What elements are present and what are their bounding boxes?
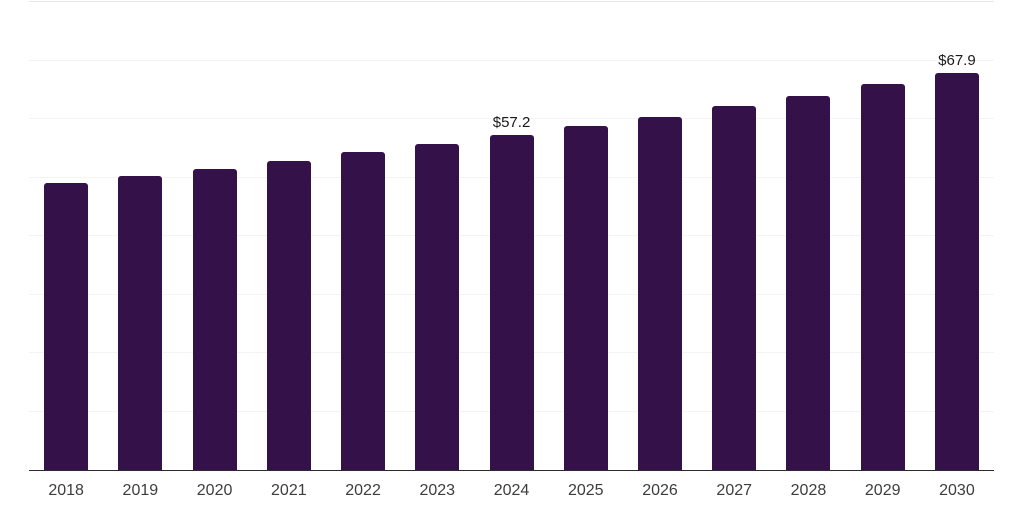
bar-slot: [697, 2, 771, 470]
x-axis-label: 2026: [642, 482, 678, 499]
bar: [266, 160, 311, 470]
bar-slot: [326, 2, 400, 470]
bar-slot: [400, 2, 474, 470]
bar-value-label: $67.9: [938, 51, 976, 69]
bar-slot: [29, 2, 103, 470]
x-axis-label: 2020: [196, 482, 233, 499]
bar-slot: [549, 2, 623, 470]
gridline: [29, 118, 994, 119]
bar: [44, 183, 89, 470]
x-axis-label: 2030: [939, 482, 975, 499]
bar-slot: [771, 2, 845, 470]
x-axis-labels: 2018 2019 2020 2021 2022 2023 2024 2025 2026 2027…: [29, 480, 994, 502]
bar-slot: $57.2: [474, 2, 548, 470]
bar-value-label: $57.2: [492, 114, 531, 132]
gridline: [29, 59, 994, 61]
bar: [489, 135, 534, 470]
plot-area: $57.2 $67.9: [29, 1, 994, 471]
bar-slot: [103, 2, 177, 470]
bars-row: $57.2 $67.9: [29, 2, 994, 470]
x-axis-label: 2021: [271, 482, 307, 499]
bar-slot: [252, 2, 326, 470]
bar: [563, 126, 608, 470]
bar: [786, 96, 831, 470]
x-axis-line: [29, 469, 994, 471]
bar: [415, 143, 460, 470]
x-axis-label: 2025: [567, 482, 604, 499]
bar: [860, 83, 905, 470]
bar: [192, 168, 237, 470]
x-axis-label: 2024: [493, 482, 530, 499]
x-axis-label: 2028: [790, 482, 827, 499]
bar-slot: [623, 2, 697, 470]
bar-slot: $67.9: [920, 2, 994, 470]
x-axis-label: 2023: [419, 482, 456, 499]
x-axis-label: 2022: [345, 482, 381, 499]
bar: [934, 72, 979, 470]
x-axis-label: 2029: [864, 482, 901, 499]
bar: [712, 106, 757, 470]
x-axis-label: 2027: [716, 482, 753, 499]
x-axis-label: 2018: [48, 482, 84, 499]
gridline: [29, 1, 994, 2]
bar-slot: [846, 2, 920, 470]
x-axis-label: 2019: [122, 482, 159, 499]
bar-slot: [177, 2, 251, 470]
bar: [637, 117, 682, 470]
bar: [118, 176, 163, 470]
bar: [341, 152, 386, 470]
